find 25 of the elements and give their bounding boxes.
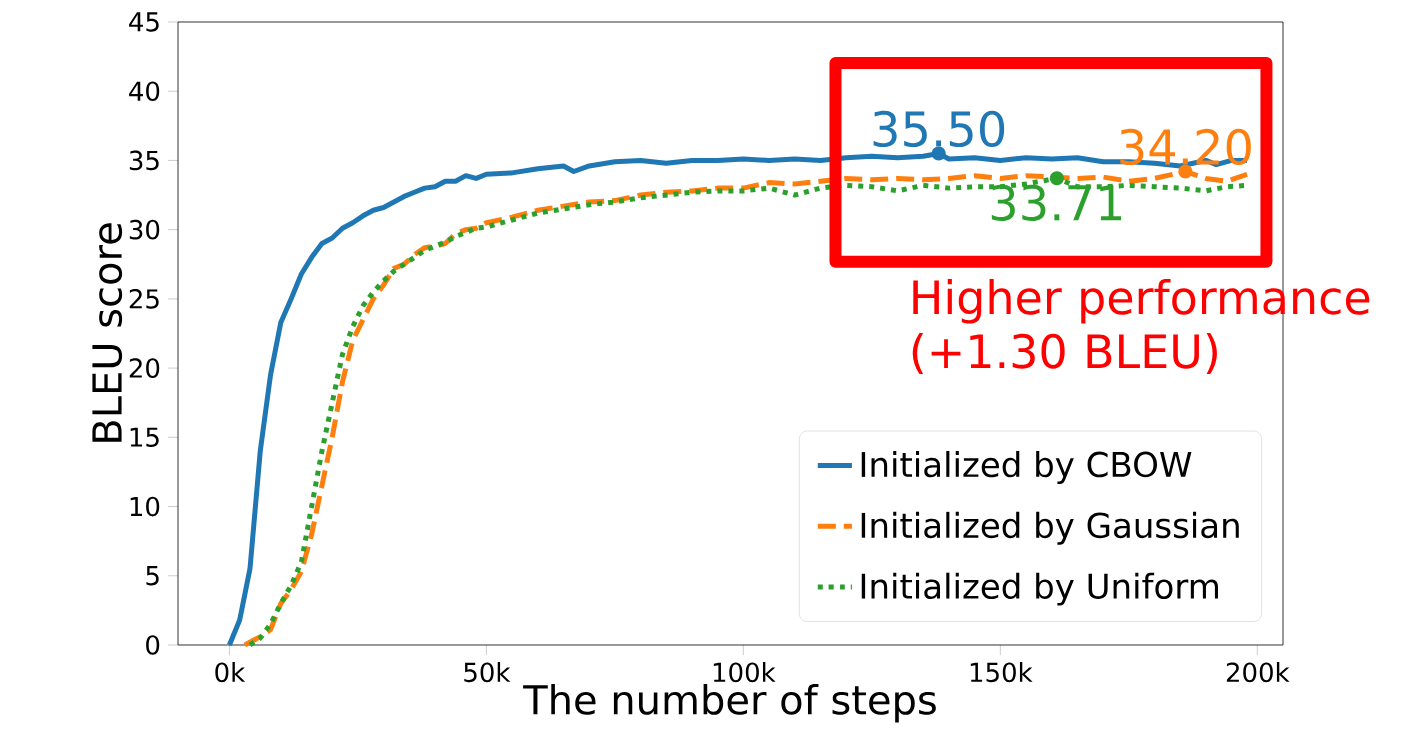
y-axis-title: BLEU score: [92, 223, 123, 442]
annotation: 34.20: [1120, 128, 1251, 166]
y-tick-label: 45: [129, 12, 159, 32]
legend-label: Initialized by Uniform: [861, 572, 1218, 606]
y-tick-label: 25: [129, 289, 159, 309]
y-tick-label: 30: [129, 219, 160, 240]
x-tick-label: 200k: [1226, 662, 1290, 683]
y-tick-label: 35: [129, 150, 159, 171]
x-tick-label: 150k: [970, 662, 1033, 683]
x-tick-label: 0k: [215, 662, 246, 683]
y-tick-label: 20: [129, 358, 160, 378]
x-tick-label: 50k: [464, 662, 511, 683]
x-tick-label: 100k: [713, 662, 776, 683]
y-tick-label: 5: [146, 566, 159, 586]
legend-label: Initialized by Gaussian: [861, 511, 1239, 545]
point: [1178, 164, 1193, 179]
y-tick-label: 40: [129, 81, 160, 102]
legend-label: Initialized by CBOW: [861, 451, 1192, 484]
y-tick-label: 10: [130, 496, 160, 517]
y-tick-label: 15: [130, 427, 159, 447]
annotation: 35.50: [873, 110, 1005, 148]
point: [931, 146, 946, 161]
y-tick-label: 0: [146, 635, 160, 655]
x-axis-title: The number of steps: [523, 683, 936, 723]
annotation: Higher performance (+1.30 BLEU): [912, 279, 1370, 375]
